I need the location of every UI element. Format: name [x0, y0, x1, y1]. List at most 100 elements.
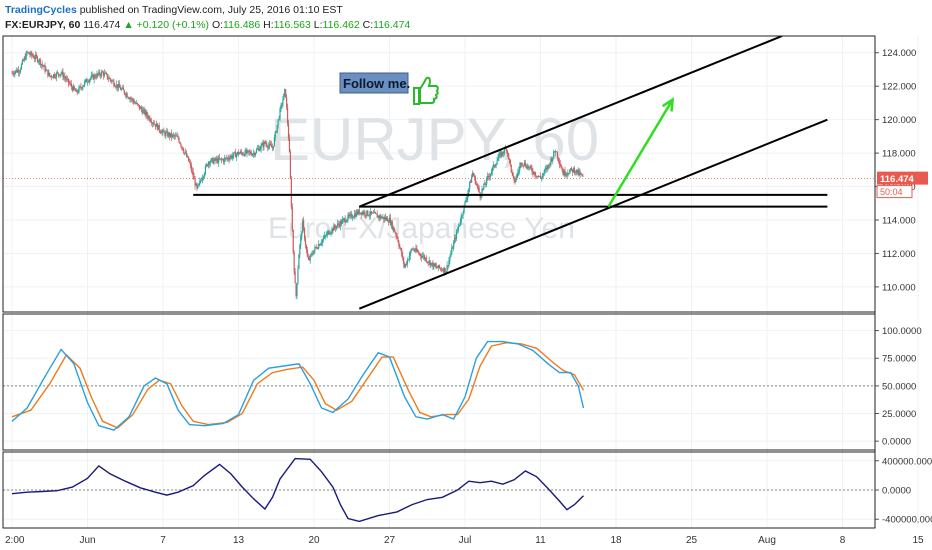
candle-body: [398, 242, 400, 247]
candle-body: [451, 247, 453, 254]
candle-body: [105, 73, 107, 74]
candle-body: [192, 171, 194, 178]
trend-line[interactable]: [358, 36, 783, 208]
candle-body: [561, 168, 563, 171]
candle-body: [348, 215, 350, 216]
candle-body: [122, 87, 124, 91]
candle-body: [239, 151, 241, 154]
candle-body: [539, 176, 542, 179]
candle-body: [51, 75, 53, 78]
candle-body: [458, 224, 460, 227]
forecast-arrow[interactable]: [607, 98, 674, 208]
candle-body: [130, 98, 132, 100]
candle-body: [141, 109, 143, 114]
candle-body: [354, 213, 357, 217]
candle-body: [468, 188, 470, 193]
x-tick-label: Jun: [79, 535, 95, 546]
candle-body: [338, 224, 341, 227]
candle-body: [360, 212, 362, 215]
candle-body: [412, 248, 414, 250]
candle-body: [337, 223, 340, 225]
candle-body: [198, 183, 200, 186]
candle-body: [409, 251, 411, 256]
author-link[interactable]: TradingCycles: [5, 4, 77, 16]
candle-body: [560, 165, 562, 169]
candle-body: [98, 71, 100, 75]
candle-body: [258, 148, 260, 151]
candle-body: [235, 151, 237, 158]
follow-label[interactable]: Follow me.: [339, 72, 410, 94]
candle-body: [179, 142, 181, 144]
candle-body: [563, 170, 565, 176]
candle-body: [465, 200, 467, 202]
candle-body: [372, 212, 375, 214]
candle-body: [244, 150, 246, 156]
candle-body: [94, 75, 96, 78]
candle-body: [144, 109, 146, 115]
candle-body: [294, 271, 296, 283]
candle-body: [56, 72, 58, 74]
candle-body: [332, 228, 334, 231]
candle-body: [519, 166, 521, 171]
trend-line[interactable]: [358, 118, 828, 310]
candle-body: [267, 146, 269, 148]
candle-body: [57, 72, 59, 75]
candle-body: [378, 215, 380, 218]
candle-body: [275, 131, 277, 133]
price-y-tick-label: 114.000: [882, 216, 916, 227]
candle-body: [257, 148, 259, 149]
candle-body: [330, 232, 332, 234]
candle-body: [247, 150, 249, 152]
candle-body: [521, 164, 524, 165]
candle-body: [314, 247, 316, 251]
forecast-arrow-head: [661, 97, 675, 112]
price-y-tick-label: 120.000: [882, 115, 916, 126]
candle-body: [491, 167, 493, 172]
candle-body: [353, 213, 356, 218]
candle-body: [272, 145, 275, 149]
candle-body: [269, 143, 272, 146]
candle-body: [233, 152, 235, 156]
symbol-label[interactable]: FX:EURJPY, 60: [5, 19, 81, 31]
candle-body: [352, 217, 354, 219]
candle-body: [173, 135, 175, 137]
candle-body: [191, 170, 193, 172]
published-text: published on TradingView.com, July 25, 2…: [79, 4, 343, 16]
candle-body: [23, 57, 25, 61]
pane-frames: [2, 35, 876, 529]
candle-body: [517, 172, 519, 175]
stoch-d-line: [11, 341, 585, 429]
stochastic-group: [11, 340, 585, 431]
candle-body: [385, 217, 387, 220]
candle-body: [291, 207, 293, 230]
candle-body: [42, 65, 44, 67]
candle-body: [93, 75, 95, 80]
candles-group: [11, 50, 584, 300]
candle-body: [363, 211, 365, 214]
candle-body: [303, 220, 305, 229]
candle-body: [303, 228, 306, 240]
candle-body: [300, 236, 302, 245]
candle-body: [312, 254, 314, 255]
candle-body: [381, 217, 383, 219]
candle-body: [190, 164, 192, 171]
candle-body: [160, 132, 162, 134]
candle-body: [87, 81, 90, 83]
candle-body: [75, 90, 77, 92]
candle-body: [92, 74, 94, 80]
candle-body: [45, 69, 47, 72]
candle-body: [41, 63, 43, 66]
candle-body: [115, 86, 117, 88]
candle-body: [406, 259, 409, 265]
candle-body: [279, 108, 281, 119]
candle-body: [126, 93, 128, 98]
candle-body: [276, 125, 278, 133]
candle-body: [91, 74, 93, 76]
candle-body: [554, 151, 556, 153]
candle-body: [486, 177, 488, 184]
x-tick-label: 18: [610, 535, 622, 546]
candle-body: [325, 235, 327, 237]
candle-body: [487, 176, 489, 178]
candle-body: [217, 158, 219, 163]
